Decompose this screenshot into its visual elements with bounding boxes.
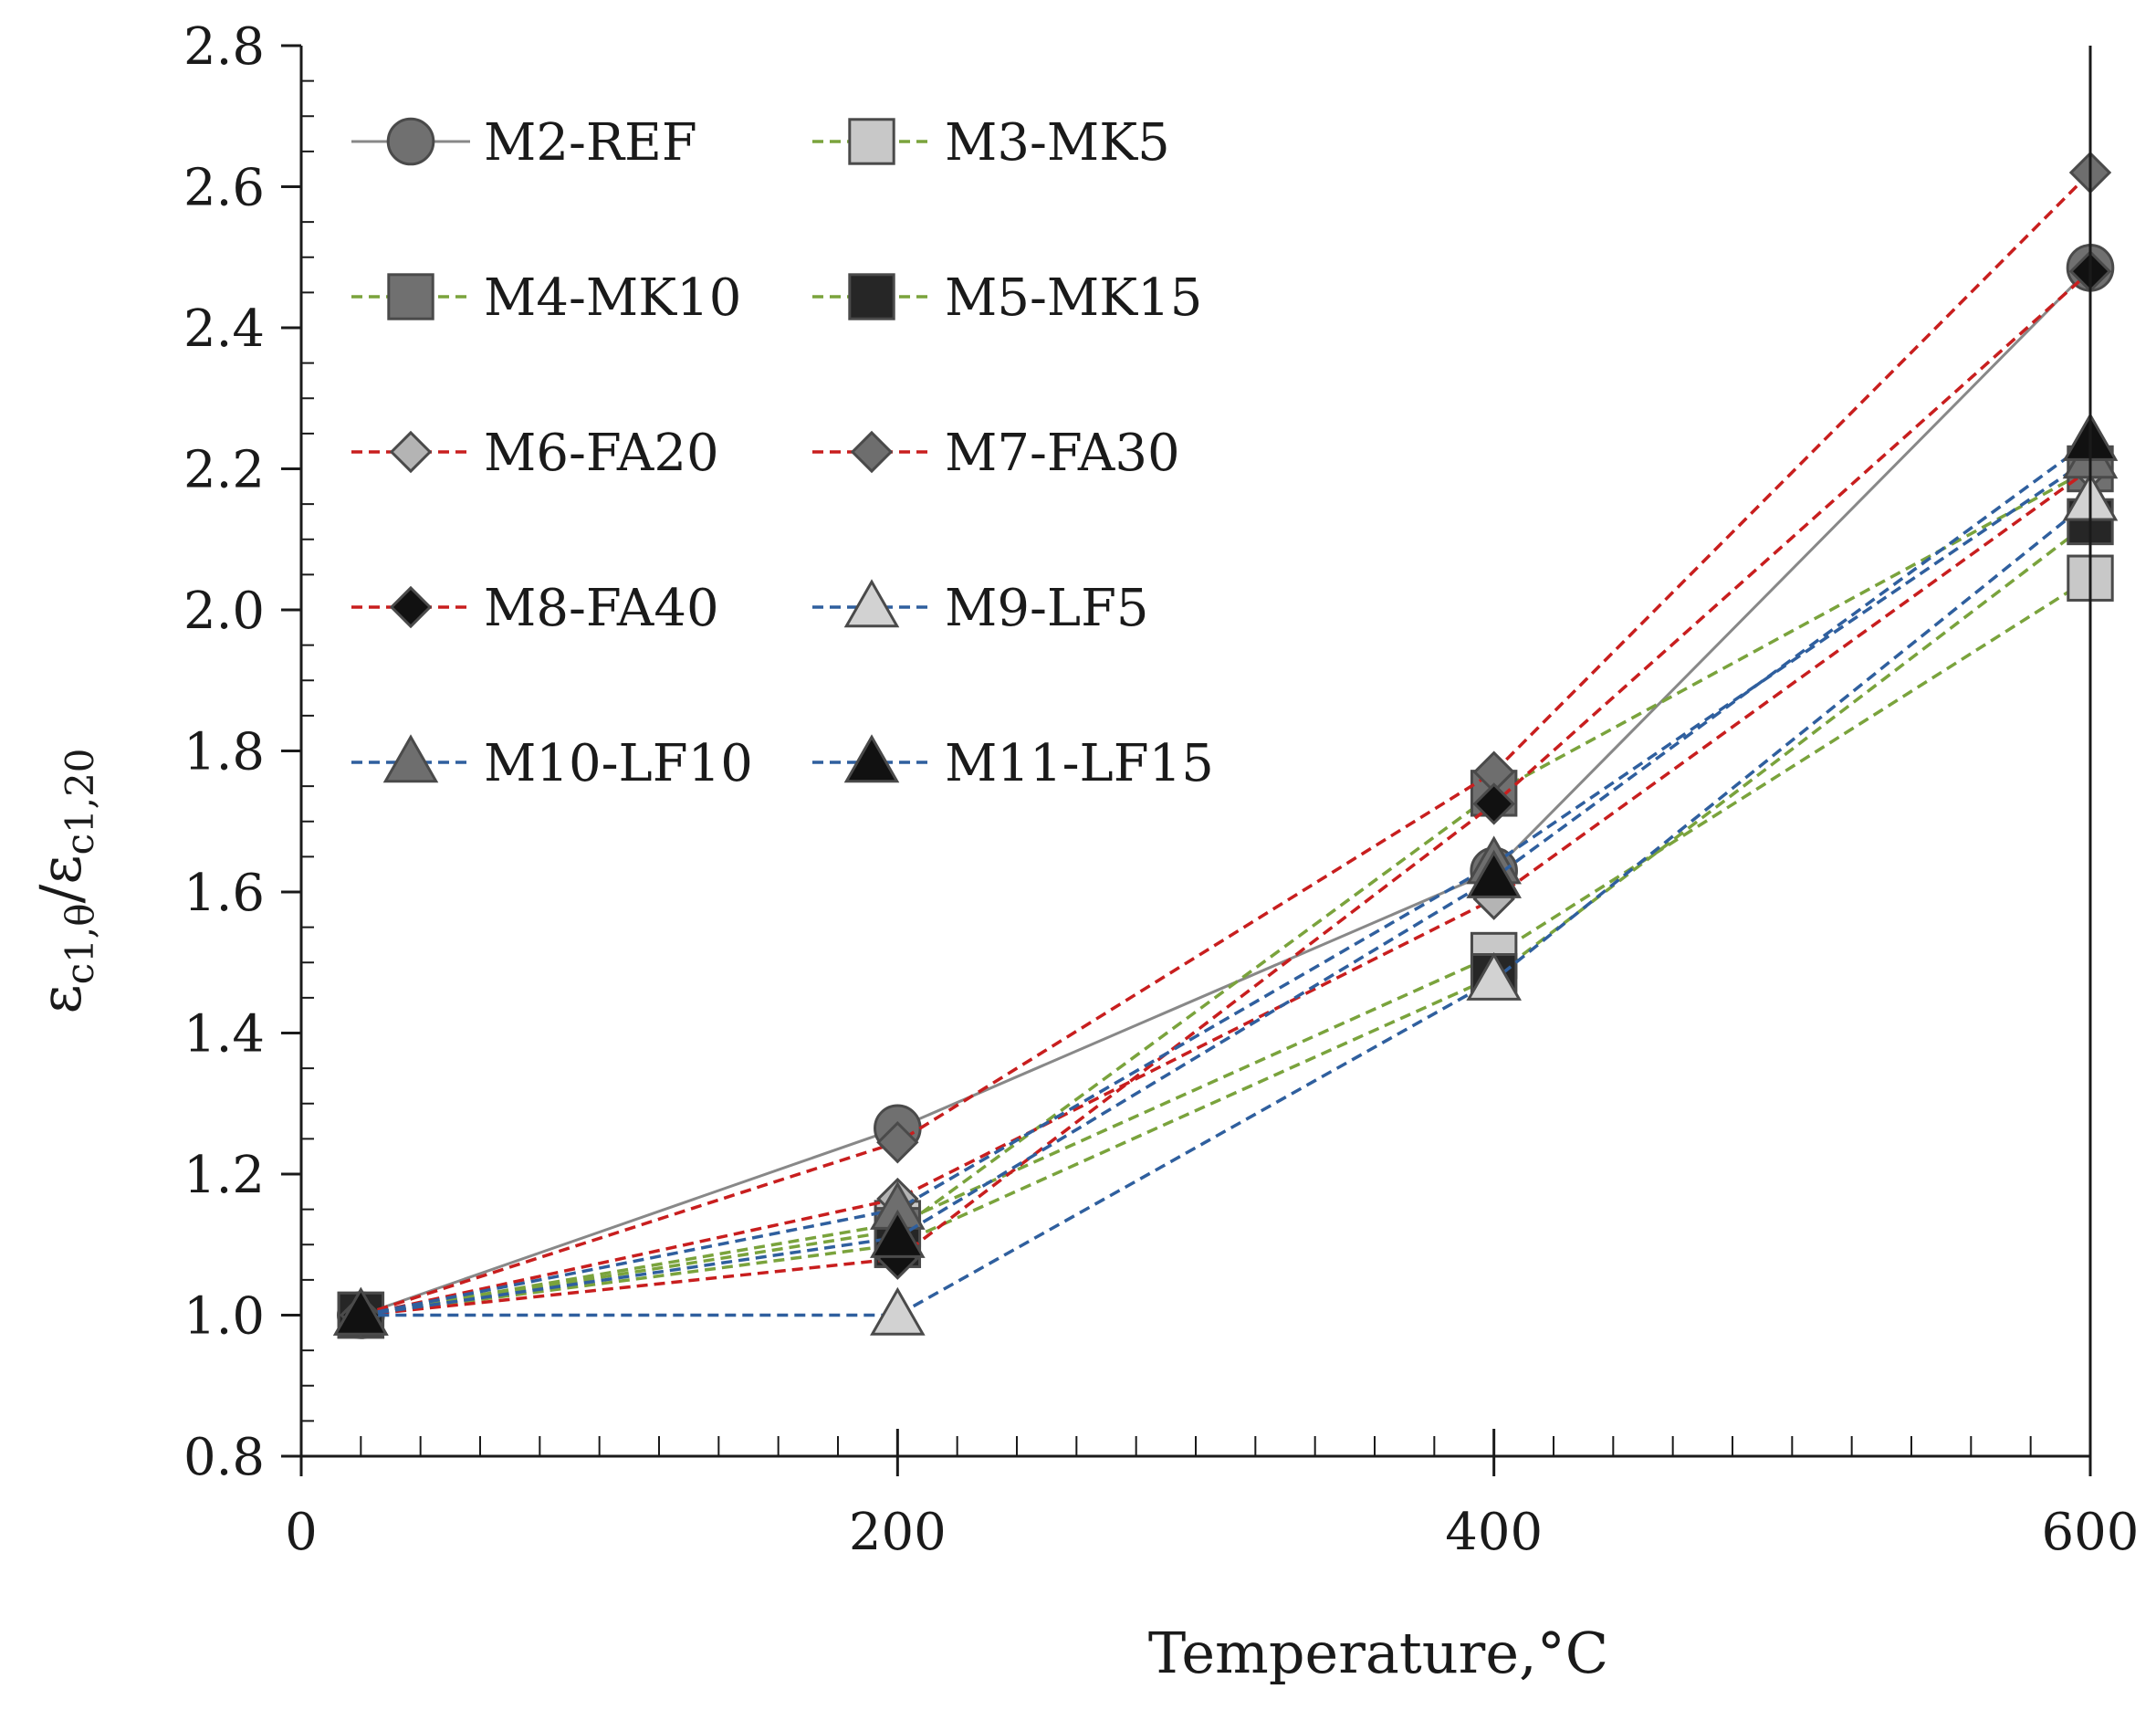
legend-item: M7-FA30	[812, 424, 1180, 483]
data-point-m11-lf15	[870, 1209, 926, 1258]
series-line-m10-lf10	[360, 456, 2091, 1317]
y-tick-label: 2.2	[183, 441, 265, 500]
legend-label: M4-MK10	[484, 268, 741, 328]
legend-swatch-marker	[389, 430, 433, 474]
legend-label: M11-LF15	[945, 734, 1214, 793]
y-tick-label: 1.2	[183, 1146, 265, 1205]
legend-swatch-marker	[386, 117, 435, 166]
x-axis-title: Temperature,°C	[1148, 1620, 1608, 1686]
x-tick-label: 400	[1445, 1503, 1543, 1562]
y-tick-label: 1.8	[183, 723, 265, 782]
series-line-m11-lf15	[361, 439, 2092, 1317]
legend-swatch-marker	[389, 585, 433, 629]
legend-item: M4-MK10	[351, 268, 741, 328]
legend-swatch-marker	[848, 273, 895, 320]
legend-label: M10-LF10	[484, 734, 753, 793]
legend-label: M2-REF	[484, 113, 697, 173]
legend-item: M3-MK5	[812, 113, 1170, 173]
legend-label: M3-MK5	[945, 113, 1170, 173]
x-tick-label: 200	[849, 1503, 947, 1562]
data-point-m9-lf5	[1466, 951, 1522, 1001]
legend-item: M10-LF10	[351, 734, 753, 793]
legend-item: M2-REF	[351, 113, 697, 173]
y-axis-title: εc1,θ/εc1,20	[27, 748, 102, 1013]
data-point-m8-fa40	[1472, 782, 1515, 825]
axes-layer: 0.8 1.0 1.2 1.4 1.6 1.8 2.0 2.2 2.4 2.6 2.8 0 200 400…	[183, 17, 2140, 1562]
legend-item: M6-FA20	[351, 424, 719, 483]
series-line-m4-mk10	[361, 467, 2091, 1317]
y-tick-label: 2.8	[183, 17, 265, 77]
series-line-m3-mk5	[361, 576, 2091, 1317]
y-axis-title-sep: /	[27, 885, 94, 904]
data-point-m9-lf5	[870, 1286, 926, 1336]
legend-swatch-marker	[848, 118, 895, 165]
legend-swatch-marker	[850, 430, 894, 474]
y-tick-label: 2.4	[183, 299, 265, 359]
legend-item: M8-FA40	[351, 579, 719, 638]
y-tick-label: 2.0	[183, 582, 265, 641]
y-tick-label: 2.6	[183, 159, 265, 218]
series-line-m8-fa40	[361, 269, 2092, 1317]
y-tick-label: 0.8	[183, 1428, 265, 1487]
legend-swatch-marker	[843, 734, 900, 783]
legend-label: M7-FA30	[945, 424, 1180, 483]
legend-item: M9-LF5	[812, 579, 1149, 638]
y-axis-title-symbol-den: ε	[27, 855, 94, 885]
legend-label: M6-FA20	[484, 424, 719, 483]
data-point-m11-lf15	[333, 1286, 389, 1336]
series-line-m6-fa20	[360, 467, 2092, 1317]
y-tick-label: 1.4	[183, 1005, 265, 1065]
legend-swatch-marker	[382, 734, 439, 783]
data-point-m11-lf15	[1466, 849, 1522, 898]
y-axis-title-sub-num: c1,θ	[58, 904, 102, 985]
series-line-m7-fa30	[360, 171, 2092, 1317]
legend-label: M9-LF5	[945, 579, 1149, 638]
x-tick-label: 600	[2042, 1503, 2140, 1562]
legend-item: M11-LF15	[812, 734, 1214, 793]
legend-label: M8-FA40	[484, 579, 719, 638]
series-line-m2-ref	[360, 267, 2092, 1317]
legend-label: M5-MK15	[945, 268, 1202, 328]
series-line-m5-mk15	[361, 520, 2092, 1317]
y-tick-label: 1.0	[183, 1287, 265, 1347]
series-line-m9-lf5	[361, 498, 2092, 1317]
minor-tick-layer	[301, 79, 2032, 1456]
x-tick-label: 0	[285, 1503, 318, 1562]
legend-item: M5-MK15	[812, 268, 1202, 328]
y-axis-title-sub-den: c1,20	[58, 748, 102, 855]
data-point-m7-fa30	[876, 1121, 919, 1164]
legend-swatch-marker	[387, 273, 434, 320]
legend-swatch-marker	[843, 579, 900, 628]
y-axis-title-symbol: ε	[27, 984, 94, 1013]
y-tick-label: 1.6	[183, 864, 265, 923]
legend: M2-REF M3-MK5 M4-MK10 M5-MK15 M6-FA20 M7-FA30…	[351, 113, 1214, 793]
